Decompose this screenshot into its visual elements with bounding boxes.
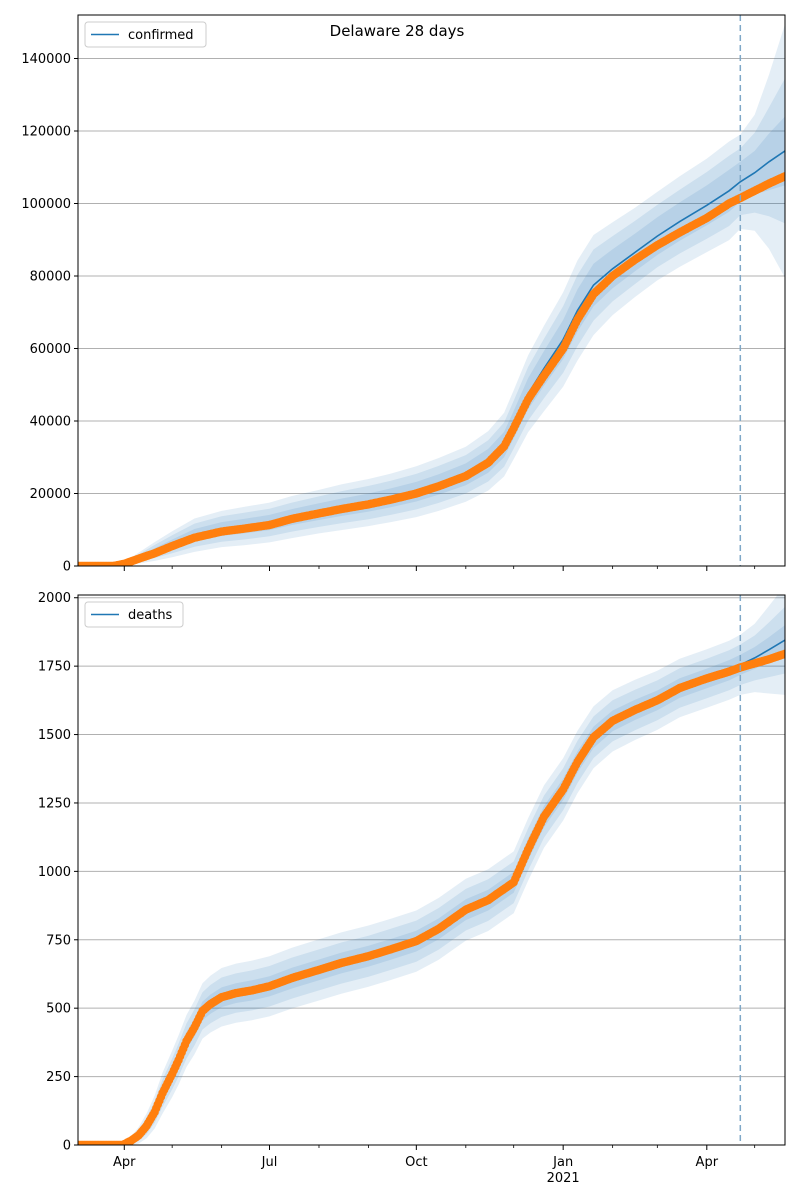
x-tick-label: Apr [113,1155,136,1170]
confirmed-panel: 0 20000 40000 60000 80000 100000 120000 140000 c… [21,14,786,575]
legend-label: confirmed [128,28,194,43]
deaths-panel: 0 250 500 750 1000 1250 1500 1750 2000 Apr Jul Oct J… [38,591,786,1186]
axes-frame [77,594,786,1146]
y-tick-label: 1000 [38,865,71,880]
y-tick-label: 120000 [21,125,71,140]
plot-area [78,24,785,566]
uncertainty-band [78,606,785,1145]
y-tick-label: 40000 [30,415,71,430]
x-tick-label: Jan [552,1155,573,1170]
y-tick-label: 60000 [30,342,71,357]
y-tick-label: 80000 [30,270,71,285]
y-tick-label: 1250 [38,796,71,811]
observed-point [780,172,785,181]
y-tick-label: 1750 [38,660,71,675]
legend: confirmed [84,21,207,48]
y-tick-label: 100000 [21,197,71,212]
y-tick-label: 500 [46,1002,71,1017]
legend-box [84,21,207,48]
uncertainty-band [78,78,785,566]
y-tick-label: 1500 [38,728,71,743]
uncertainty-band [78,595,785,1145]
y-tick-label: 0 [63,1139,71,1154]
x-tick-label: Oct [405,1155,427,1170]
observed-point [780,649,785,658]
y-tick-label: 0 [63,560,71,575]
y-tick-label: 750 [46,933,71,948]
plot-area [78,595,785,1145]
x-tick-label: Apr [696,1155,719,1170]
legend-label: deaths [128,608,173,623]
observed-series [78,649,785,1145]
observed-series [78,172,785,566]
y-tick-label: 20000 [30,487,71,502]
legend-box [84,601,184,628]
legend: deaths [84,601,184,628]
y-tick-label: 250 [46,1070,71,1085]
figure-title: Delaware 28 days [330,22,465,40]
y-tick-label: 2000 [38,591,71,606]
axes-frame [77,14,786,567]
x-tick-label: Jul [261,1155,278,1170]
x-tick-sublabel: 2021 [547,1171,580,1186]
y-tick-label: 140000 [21,52,71,67]
